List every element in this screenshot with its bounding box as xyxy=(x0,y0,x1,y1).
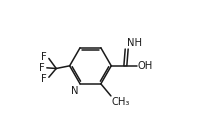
Text: NH: NH xyxy=(127,38,142,48)
Text: CH₃: CH₃ xyxy=(112,97,130,107)
Text: N: N xyxy=(71,86,79,96)
Text: F: F xyxy=(42,52,47,62)
Text: F: F xyxy=(39,63,45,73)
Text: F: F xyxy=(42,74,47,84)
Text: OH: OH xyxy=(138,61,153,71)
